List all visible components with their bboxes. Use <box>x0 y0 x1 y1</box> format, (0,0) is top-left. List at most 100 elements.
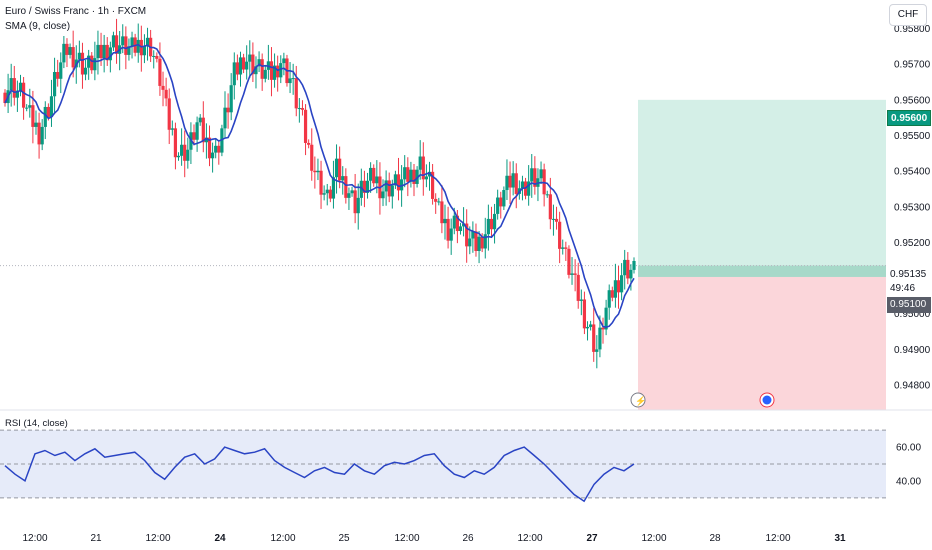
candle-body <box>313 170 317 173</box>
candle-body <box>328 189 332 199</box>
candle-body <box>62 43 66 63</box>
candle-body <box>136 39 140 53</box>
candle-body <box>514 173 518 194</box>
candle-body <box>424 176 428 180</box>
candle-body <box>567 248 571 275</box>
candle-body <box>344 176 348 198</box>
candle-body <box>186 149 190 161</box>
candle-body <box>592 324 596 352</box>
time-tick-label: 12:00 <box>270 533 295 544</box>
current-price-label: 0.95135 49:46 <box>887 267 931 297</box>
candle-body <box>604 307 608 330</box>
symbol-title: Euro / Swiss Franc · 1h · FXCM <box>5 6 147 17</box>
candle-body <box>248 54 252 62</box>
candle-body <box>381 191 385 199</box>
price-axis: 0.95800 0.95700 0.95600 0.95500 0.95400 0.953… <box>894 24 931 392</box>
candle-body <box>142 46 147 56</box>
candle-body <box>28 105 32 108</box>
time-tick-label: 12:00 <box>765 533 790 544</box>
time-tick-label: 12:00 <box>22 533 47 544</box>
candle-body <box>325 189 329 194</box>
candle-body <box>440 201 444 224</box>
candle-body <box>446 218 450 241</box>
candle-body <box>71 47 75 68</box>
candle-body <box>492 213 497 230</box>
candle-body <box>452 215 456 229</box>
candle-body <box>610 290 614 298</box>
candle-body <box>260 59 264 79</box>
rsi-legend[interactable]: RSI (14, close) <box>5 418 68 429</box>
candle-body <box>173 128 178 158</box>
candle-body <box>183 144 187 161</box>
price-tick-label: 0.94800 <box>894 381 931 392</box>
candle-body <box>616 280 621 293</box>
candle-body <box>21 82 26 108</box>
candle-body <box>530 168 534 182</box>
rsi-line <box>4 446 635 503</box>
candle-body <box>145 37 150 47</box>
candle-body <box>34 122 38 127</box>
candle-body <box>331 177 336 199</box>
candle-body <box>152 55 156 57</box>
candle-body <box>263 69 267 79</box>
sma-line <box>4 43 635 329</box>
candle-body <box>192 132 196 140</box>
candle-body <box>37 122 41 145</box>
candle-body <box>483 234 487 249</box>
sma-legend[interactable]: SMA (9, close) <box>5 21 71 32</box>
time-axis: 12:00 21 12:00 24 12:00 25 12:00 26 12:00 27 12:00… <box>22 533 846 544</box>
time-tick-label: 27 <box>586 533 598 544</box>
candle-body <box>564 247 568 249</box>
candle-body <box>390 185 394 197</box>
candle-body <box>554 218 559 222</box>
candle-body <box>477 236 481 251</box>
candle-body <box>241 57 246 70</box>
candle-body <box>310 144 314 171</box>
candle-body <box>307 142 311 145</box>
candle-body <box>226 107 230 113</box>
candle-body <box>409 169 413 182</box>
target-zone[interactable] <box>638 99 886 271</box>
time-tick-label: 21 <box>90 533 102 544</box>
candle-body <box>282 58 286 64</box>
candle-body <box>176 155 181 158</box>
candle-body <box>582 299 587 329</box>
candle-body <box>393 174 398 186</box>
candle-body <box>52 72 57 97</box>
candle-body <box>68 47 72 55</box>
stop-zone[interactable] <box>638 276 886 410</box>
candle-body <box>229 85 233 113</box>
rsi-tick-label: 40.00 <box>896 476 921 487</box>
candle-body <box>201 117 205 143</box>
candle-body <box>443 218 447 224</box>
bar-countdown: 49:46 <box>890 283 916 294</box>
candle-body <box>502 190 506 207</box>
candle-body <box>480 236 484 249</box>
candle-body <box>269 61 274 80</box>
candle-body <box>198 117 202 123</box>
candle-body <box>232 62 236 86</box>
news-event-dot <box>762 395 772 405</box>
lightning-glyph: ⚡ <box>635 395 646 407</box>
candle-body <box>418 156 422 170</box>
candle-body <box>211 152 215 159</box>
currency-button[interactable]: CHF <box>889 4 927 26</box>
candle-body <box>570 273 574 275</box>
candle-body <box>161 85 165 90</box>
candle-body <box>372 167 376 184</box>
candle-body <box>406 167 410 182</box>
candle-body <box>505 175 509 191</box>
candle-body <box>362 180 367 193</box>
candle-body <box>272 65 277 80</box>
candle-body <box>214 145 218 153</box>
candle-body <box>254 66 258 75</box>
candle-body <box>548 194 552 220</box>
candle-body <box>18 82 23 91</box>
candle-body <box>102 44 106 59</box>
candle-body <box>288 78 292 84</box>
candle-body <box>601 327 605 330</box>
candle-body <box>576 274 580 301</box>
candle-body <box>412 169 416 184</box>
candle-body <box>164 89 168 99</box>
